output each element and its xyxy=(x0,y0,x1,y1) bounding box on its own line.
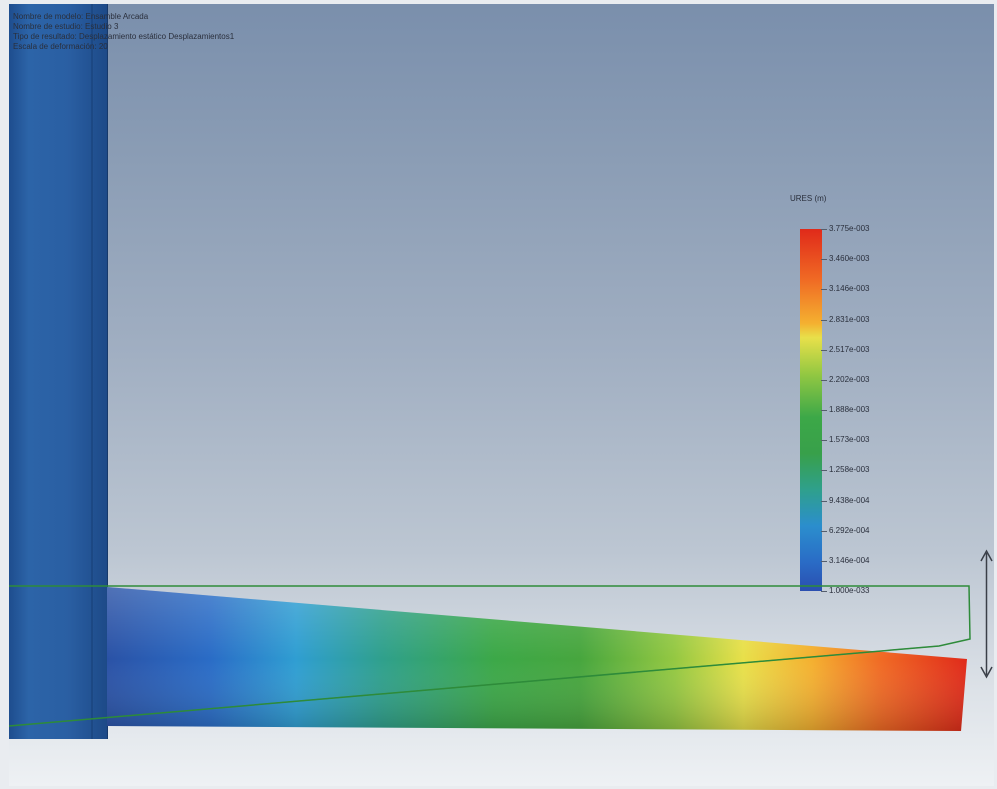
legend-tick xyxy=(821,530,827,532)
legend-value-label: 3.460e-003 xyxy=(829,254,870,264)
legend-value-label: 6.292e-004 xyxy=(829,525,870,535)
displacement-arrow-icon xyxy=(980,549,993,679)
study-info: Nombre de modelo: Ensamble Arcada Nombre… xyxy=(13,12,234,52)
legend-value-label: 1.888e-003 xyxy=(829,405,870,414)
result-type-label: Tipo de resultado: Desplazamiento estáti… xyxy=(13,32,235,41)
legend-tick xyxy=(821,229,827,230)
legend-value-label: 2.831e-003 xyxy=(829,314,870,324)
legend-tick xyxy=(821,410,827,411)
legend-value-label: 2.517e-003 xyxy=(829,344,870,354)
legend-tick xyxy=(821,259,827,261)
beam-shading xyxy=(107,587,967,731)
legend-tick xyxy=(821,591,827,592)
legend-value-label: 9.438e-004 xyxy=(829,495,870,505)
color-scale-bar xyxy=(800,229,822,591)
legend-value-label: 1.000e-033 xyxy=(829,586,870,595)
legend-tick xyxy=(821,440,827,442)
legend-value-label: 3.146e-004 xyxy=(829,555,870,565)
legend-value-label: 3.775e-003 xyxy=(829,224,870,233)
legend-tick xyxy=(821,319,827,321)
legend-value-label: 2.202e-003 xyxy=(829,374,870,384)
legend-value-label: 1.573e-003 xyxy=(829,435,870,445)
deformed-beam xyxy=(9,585,971,731)
legend-value-label: 1.258e-003 xyxy=(829,465,870,475)
legend-value-label: 3.146e-003 xyxy=(829,284,870,294)
legend-title: URES (m) xyxy=(790,194,827,203)
legend-tick xyxy=(821,560,827,562)
model-name-label: Nombre de modelo: Ensamble Arcada xyxy=(13,12,149,21)
legend-tick xyxy=(821,349,827,351)
legend-tick xyxy=(821,379,827,381)
deformation-scale-label: Escala de deformación: 20 xyxy=(13,42,108,51)
outline-lower-edge xyxy=(9,645,940,727)
legend-tick xyxy=(821,289,827,291)
legend-tick xyxy=(821,500,827,502)
vertical-post xyxy=(9,4,108,739)
legend-tick xyxy=(821,470,827,472)
post-edge xyxy=(91,4,93,739)
simulation-viewport[interactable]: Nombre de modelo: Ensamble Arcada Nombre… xyxy=(9,4,994,786)
study-name-label: Nombre de estudio: Estudio 3 xyxy=(13,22,119,31)
